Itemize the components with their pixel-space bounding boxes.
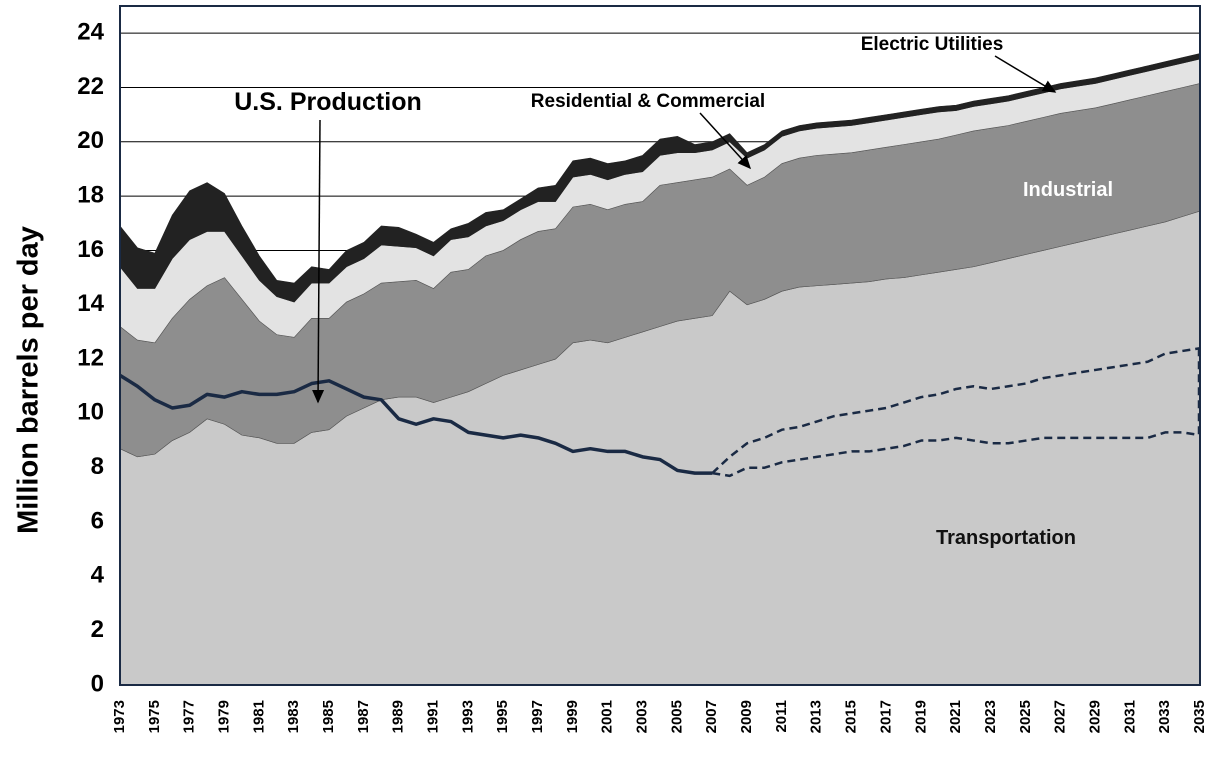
y-tick-label: 22 [77,73,104,100]
x-tick-label: 1983 [285,700,302,733]
area-label: Transportation [936,527,1076,549]
x-tick-label: 2013 [808,700,825,733]
y-tick-label: 0 [91,670,104,697]
x-tick-label: 2031 [1121,700,1138,733]
y-tick-label: 2 [91,616,104,643]
x-tick-label: 2001 [599,700,616,733]
x-tick-label: 1975 [146,700,163,733]
area-label: Industrial [1023,179,1113,201]
x-tick-label: 1989 [390,700,407,733]
y-tick-label: 12 [77,344,104,371]
x-tick-label: 1999 [564,700,581,733]
x-tick-label: 2003 [634,700,651,733]
x-tick-label: 1993 [459,700,476,733]
x-tick-label: 2017 [877,700,894,733]
x-tick-label: 2005 [668,700,685,733]
x-tick-label: 1979 [215,700,232,733]
plot-frame [119,5,1201,686]
x-tick-label: 2025 [1017,700,1034,733]
y-tick-label: 20 [77,127,104,154]
x-tick-label: 2027 [1052,700,1069,733]
annotation: U.S. Production [234,88,422,116]
x-tick-label: 1987 [355,700,372,733]
x-tick-label: 1991 [425,700,442,733]
y-tick-label: 16 [77,236,104,263]
x-tick-label: 1977 [181,700,198,733]
x-tick-label: 2029 [1086,700,1103,733]
annotation-arrow [994,55,1057,93]
annotation-arrow [312,119,325,404]
x-tick-label: 2015 [843,700,860,733]
y-tick-label: 24 [77,19,104,46]
x-tick-label: 1985 [320,700,337,733]
x-tick-label: 2021 [947,700,964,733]
x-tick-label: 1995 [494,700,511,733]
y-tick-label: 6 [91,507,104,534]
y-tick-label: 4 [91,562,105,589]
annotation-arrow [699,112,752,170]
y-axis-label: Million barrels per day [13,226,45,534]
x-tick-label: 2035 [1191,700,1208,733]
x-tick-label: 1997 [529,700,546,733]
x-tick-label: 2011 [773,700,790,733]
y-tick-label: 14 [77,290,104,317]
x-tick-label: 2023 [982,700,999,733]
x-tick-label: 1981 [250,700,267,733]
x-tick-label: 1973 [111,700,128,733]
x-tick-label: 2033 [1156,700,1173,733]
x-tick-label: 2019 [912,700,929,733]
area-label: Residential & Commercial [531,91,765,112]
y-tick-label: 10 [77,399,104,426]
y-tick-label: 18 [77,181,104,208]
production-line [711,346,1201,475]
area-label: Electric Utilities [861,34,1004,55]
x-tick-label: 2007 [703,700,720,733]
production-line [712,431,1201,478]
x-tick-label: 2009 [738,700,755,733]
y-tick-label: 8 [91,453,104,480]
production-line [119,373,713,475]
